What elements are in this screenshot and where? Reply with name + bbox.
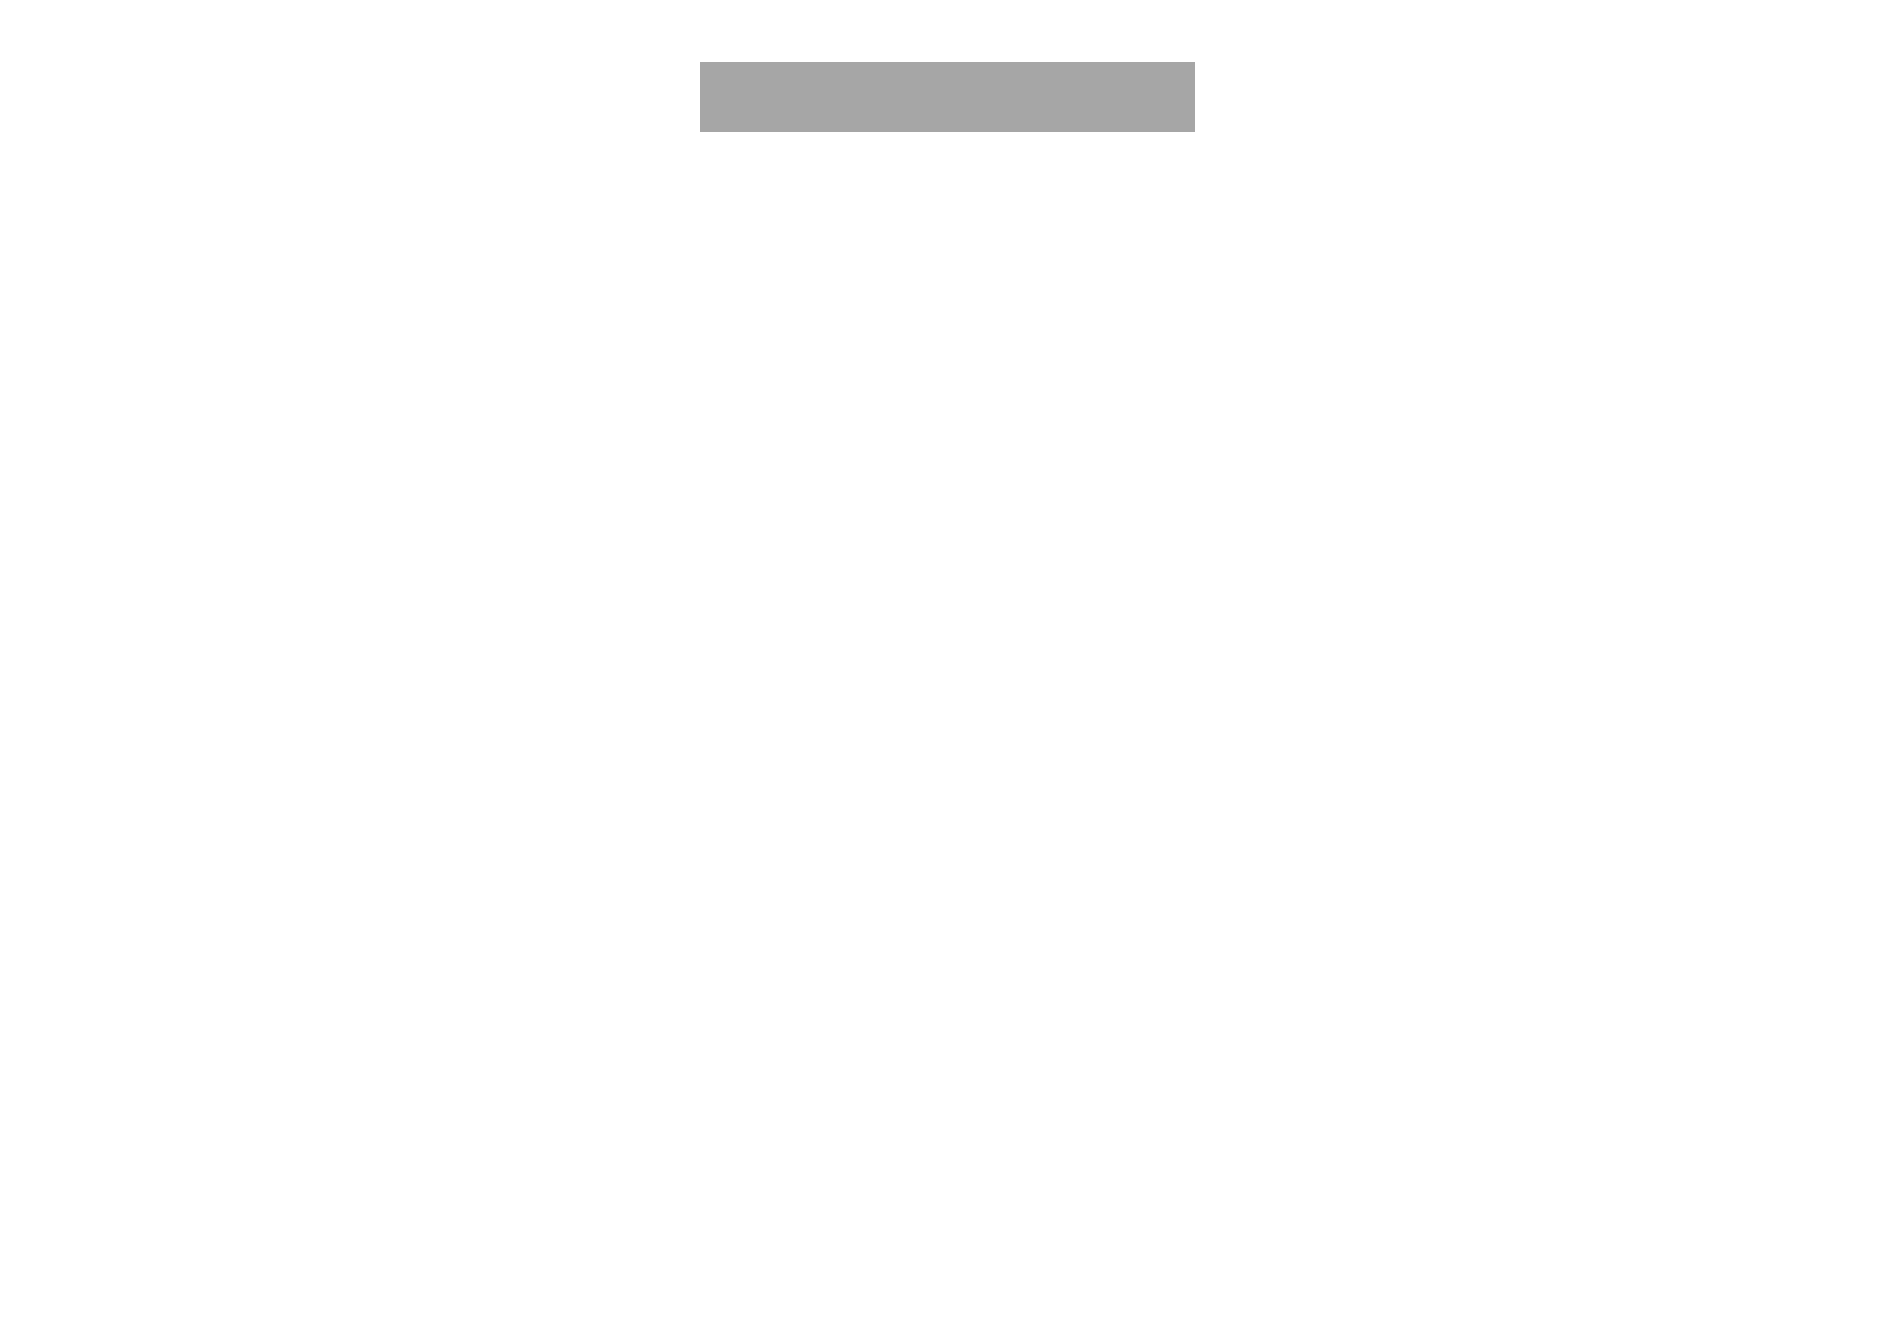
title-box xyxy=(700,62,1195,132)
